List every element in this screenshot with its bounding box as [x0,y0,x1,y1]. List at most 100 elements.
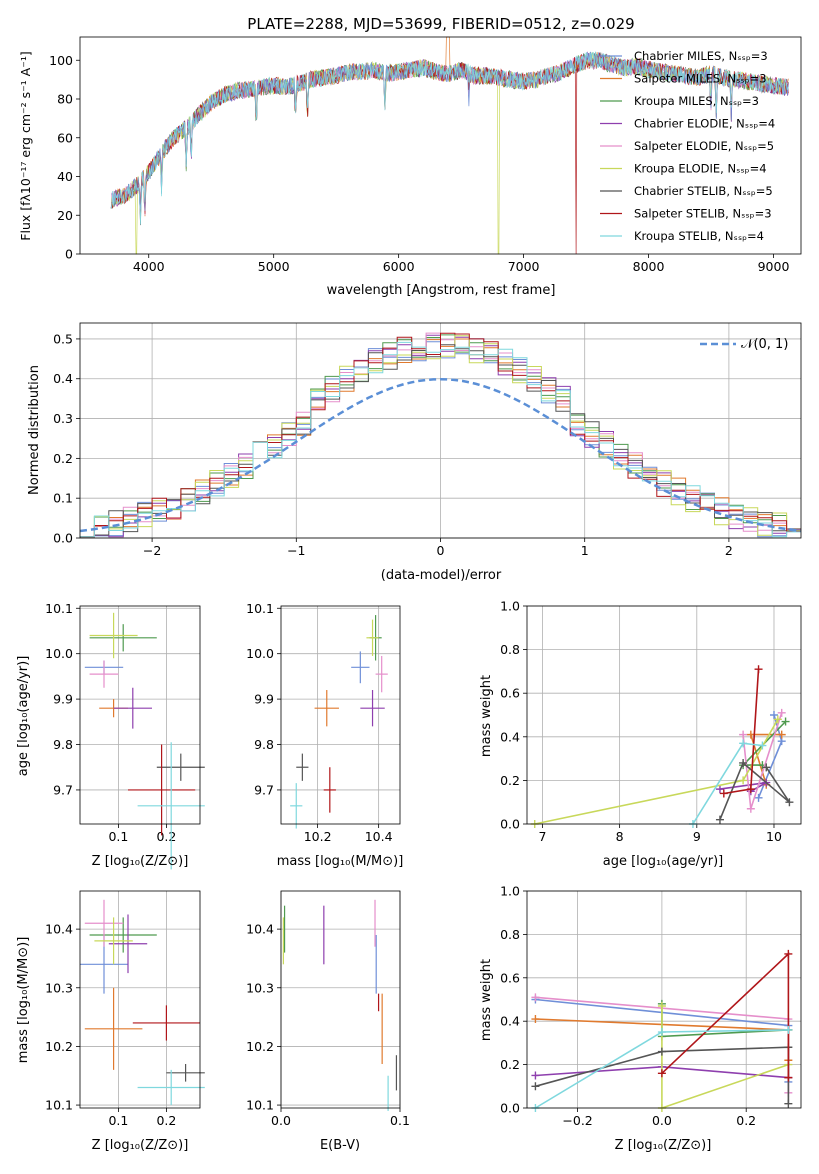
spectrum-xlabel: wavelength [Angstrom, rest frame] [327,283,556,298]
weight-age-ylabel: mass weight [479,675,494,757]
y-tick-label: 1.0 [500,884,520,899]
y-tick-label: 0.1 [53,491,73,506]
x-tick-label: 10.4 [365,829,393,844]
weight-marker-7 [784,949,793,958]
legend-label-3: Chabrier ELODIE, Nₛₛₚ=4 [634,117,775,131]
x-tick-label: 0.0 [652,1113,672,1128]
x-tick-label: 0 [437,543,445,558]
y-tick-label: 0.0 [500,1101,520,1116]
mass-vs-ebv-plot: 0.0 0.1 10.1 10.2 10.3 10.4 [246,890,410,1128]
x-tick-label: 1 [581,543,589,558]
weight-marker-8 [657,1028,666,1037]
y-tick-label: 10.0 [246,646,274,661]
axes-frame [280,890,401,1109]
weight-marker-6 [739,758,748,767]
weight-marker-8 [758,741,767,750]
mass-ebv-xlabel: E(B-V) [320,1138,360,1153]
y-tick-label: 40 [57,169,73,184]
age-vs-mass-plot: 10.2 10.4 9.7 9.8 9.9 10.0 10.1 [246,601,401,844]
spectrum-line-8 [110,51,789,225]
x-tick-label: 0.2 [156,1113,176,1128]
y-tick-label: 9.9 [254,692,274,707]
histogram-step-5 [79,335,801,538]
x-tick-label: 9000 [758,259,790,274]
x-tick-label: 0.2 [736,1113,756,1128]
weight-marker-5 [773,715,782,724]
legend-label-6: Chabrier STELIB, Nₛₛₚ=5 [634,184,773,198]
x-tick-label: 5000 [258,259,290,274]
weight-age-xlabel: age [log₁₀(age/yr)] [603,854,724,869]
axes-frame [79,36,802,255]
y-tick-label: 0.4 [500,729,520,744]
weight-marker-5 [739,776,748,785]
x-tick-label: 0.0 [271,1113,291,1128]
weight-marker-4 [531,993,540,1002]
weight-marker-4 [739,730,748,739]
axes-frame [526,605,802,825]
y-tick-label: 20 [57,208,73,223]
y-tick-label: 0.8 [500,642,520,657]
y-tick-label: 0.5 [53,331,73,346]
x-tick-label: 4000 [133,259,165,274]
legend-label-5: Kroupa ELODIE, Nₛₛₚ=4 [634,162,767,176]
y-tick-label: 0.2 [500,773,520,788]
axes-frame [280,605,401,825]
weight-line-7 [723,669,760,795]
axes-frame [526,890,802,1109]
y-tick-label: 10.2 [45,1039,73,1054]
y-tick-label: 10.3 [246,980,274,995]
x-tick-label: 7000 [508,259,540,274]
y-tick-label: 0.2 [500,1057,520,1072]
weight-z-xlabel: Z [log₁₀(Z/Z⊙)] [615,1138,712,1153]
x-tick-label: 9 [693,829,701,844]
y-tick-label: 10.2 [246,1039,274,1054]
weight-marker-2 [781,717,790,726]
y-tick-label: 0.0 [53,531,73,546]
y-tick-label: 9.7 [254,782,274,797]
weight-marker-4 [746,804,755,813]
spectrum-legend: Chabrier MILES, Nₛₛₚ=3 Salpeter MILES, N… [600,49,775,243]
legend-label-2: Kroupa MILES, Nₛₛₚ=3 [634,94,759,108]
spectrum-plot: 4000 5000 6000 7000 8000 9000 0 20 40 60 80 100 [49,36,802,274]
x-tick-label: 2 [725,543,733,558]
weight-vs-metallicity-plot: −0.2 0.0 0.2 0.0 0.2 0.4 0.6 0.8 1.0 [500,884,802,1128]
legend-label-0: Chabrier MILES, Nₛₛₚ=3 [634,49,768,63]
x-tick-label: −1 [287,543,305,558]
y-tick-label: 0.4 [500,1014,520,1029]
y-tick-label: 10.1 [45,1098,73,1113]
age-z-ylabel: age [log₁₀(age/yr)] [16,656,31,777]
weight-line-4 [742,712,783,809]
x-tick-label: 0.1 [108,829,128,844]
y-tick-label: 1.0 [500,599,520,614]
y-tick-label: 0.6 [500,686,520,701]
x-tick-label: −0.2 [562,1113,592,1128]
weight-marker-1 [777,730,786,739]
weight-z-ylabel: mass weight [479,959,494,1041]
mass-z-xlabel: Z [log₁₀(Z/Z⊙)] [92,1138,189,1153]
weight-marker-7 [784,1073,793,1082]
weight-marker-1 [531,1015,540,1024]
mass-vs-metallicity-plot: 0.1 0.2 10.1 10.2 10.3 10.4 [45,890,205,1128]
normal-curve [79,377,802,533]
weight-marker-8 [784,1025,793,1034]
weight-marker-6 [531,1082,540,1091]
weight-marker-0 [769,711,778,719]
weight-marker-7 [746,785,755,794]
histogram-plot: −2 −1 0 1 2 0.0 0.1 0.2 0.3 0.4 0.5 [53,322,802,558]
weight-line-6 [719,761,791,820]
weight-line-7 [661,952,790,1078]
x-tick-label: 0.1 [108,1113,128,1128]
x-tick-label: 0.1 [390,1113,410,1128]
y-tick-label: 10.1 [246,1098,274,1113]
weight-marker-7 [754,665,763,674]
y-tick-label: 60 [57,130,73,145]
weight-marker-6 [784,1099,793,1108]
y-tick-label: 9.8 [53,737,73,752]
y-tick-label: 9.9 [53,692,73,707]
y-tick-label: 0.8 [500,927,520,942]
normal-legend-label: 𝒩(0, 1) [741,337,788,352]
x-tick-label: 7 [538,829,546,844]
axes-frame [79,322,802,539]
weight-marker-8 [739,739,748,748]
weight-marker-7 [719,789,728,798]
